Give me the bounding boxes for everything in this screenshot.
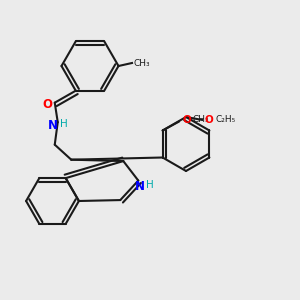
Text: CH₃: CH₃ (134, 58, 150, 68)
Text: O: O (205, 115, 214, 125)
Text: C₂H₅: C₂H₅ (216, 116, 236, 124)
Text: O: O (42, 98, 52, 111)
Text: O: O (182, 115, 191, 125)
Text: N: N (48, 119, 58, 132)
Text: CH₃: CH₃ (192, 116, 209, 124)
Text: N: N (135, 180, 145, 193)
Text: H: H (146, 180, 154, 190)
Text: H: H (60, 119, 68, 129)
